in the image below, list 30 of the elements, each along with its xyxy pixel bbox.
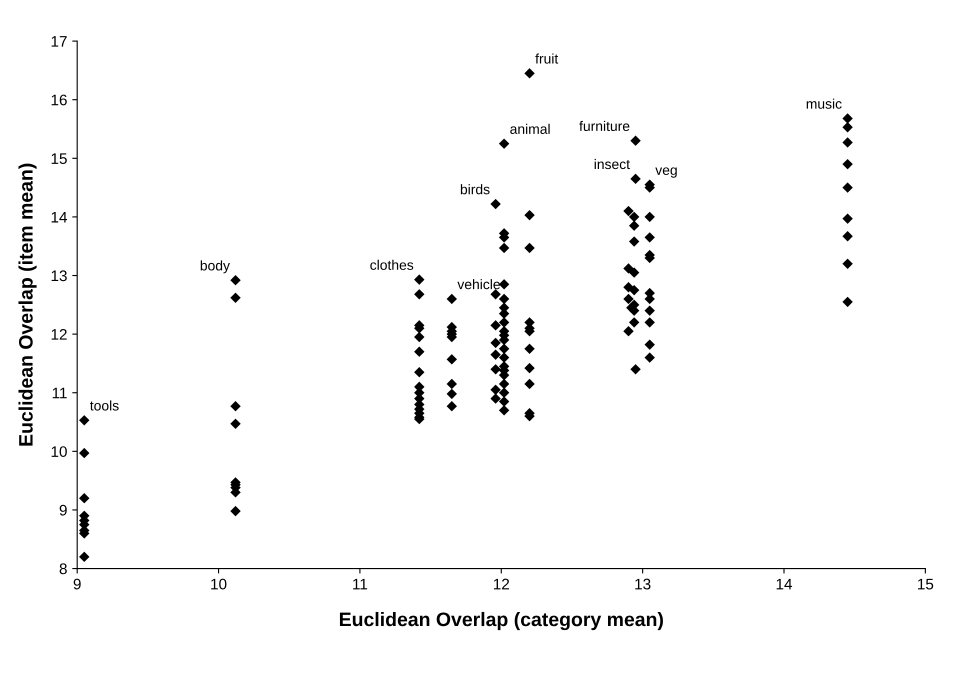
y-tick-label: 16 xyxy=(52,94,67,106)
y-tick-label: 8 xyxy=(60,563,67,574)
x-tick-label: 12 xyxy=(494,578,510,590)
x-tick-label: 14 xyxy=(776,578,792,590)
series-label: furniture xyxy=(579,120,630,132)
x-tick-label: 11 xyxy=(353,578,368,590)
x-tick-label: 9 xyxy=(74,578,81,590)
y-tick-label: 14 xyxy=(52,212,68,222)
y-tick-label: 15 xyxy=(52,153,67,164)
x-tick-label: 13 xyxy=(635,578,650,590)
series-label: insect xyxy=(594,158,630,170)
series-label: birds xyxy=(460,184,490,194)
series-label: animal xyxy=(510,124,550,134)
series-label: body xyxy=(200,260,230,274)
series-label: clothes xyxy=(370,260,414,270)
x-tick-label: 15 xyxy=(918,578,934,590)
series-label: fruit xyxy=(535,53,558,64)
x-tick-label: 10 xyxy=(211,578,226,590)
series-label: tools xyxy=(90,400,119,411)
series-label: music xyxy=(806,98,842,109)
y-tick-label: 11 xyxy=(52,388,67,398)
series-label: vehicle xyxy=(457,279,500,290)
y-tick-label: 13 xyxy=(52,270,67,282)
y-axis-title: Euclidean Overlap (item mean) xyxy=(18,164,37,446)
y-tick-label: 17 xyxy=(52,36,67,47)
x-axis-title: Euclidean Overlap (category mean) xyxy=(340,612,663,630)
y-tick-label: 10 xyxy=(52,446,67,458)
y-tick-label: 12 xyxy=(52,328,67,340)
y-tick-label: 9 xyxy=(60,504,67,516)
series-label: veg xyxy=(655,167,677,178)
